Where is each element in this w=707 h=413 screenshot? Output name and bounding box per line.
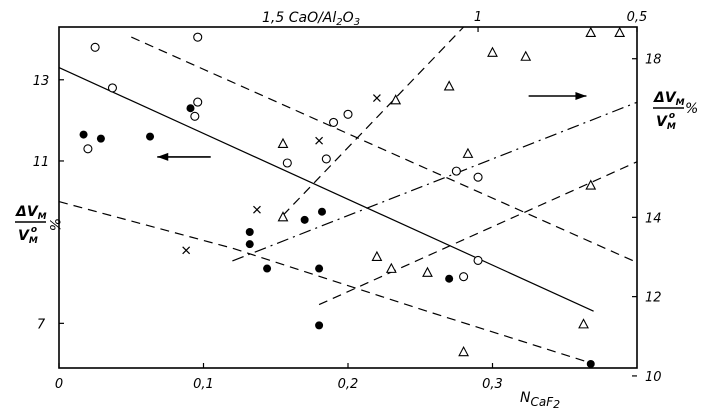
circle-open-point-13 (473, 255, 483, 265)
circle-open-point-5 (193, 32, 203, 42)
circle-filled-point-4 (245, 228, 254, 237)
triangle-point-0 (277, 137, 289, 149)
right-tick-label-3: 10 (645, 370, 662, 385)
circle-open-point-9 (343, 109, 353, 119)
triangle-point-10 (520, 50, 532, 61)
triangle-point-2 (371, 250, 383, 262)
x-tick-label-3: 0,3 (482, 377, 503, 392)
circle-filled-point-9 (317, 207, 326, 216)
arrow-left-head (157, 152, 169, 161)
circle-open-point-7 (321, 154, 331, 164)
tick-marks (58, 27, 638, 377)
circle-filled-point-3 (186, 104, 195, 113)
left-tick-label-1: 11 (33, 155, 50, 170)
svg-text:ΔVM: ΔVM (653, 90, 685, 108)
circle-filled-point-1 (96, 134, 105, 143)
triangle-point-7 (458, 345, 470, 357)
triangle-point-4 (390, 94, 402, 105)
circle-open-point-1 (90, 42, 100, 52)
trend-lines (58, 26, 638, 365)
circle-filled-point-0 (79, 130, 88, 139)
triangle-point-5 (422, 266, 433, 277)
trend-line-dash-3 (282, 26, 465, 216)
triangle-point-14 (614, 26, 626, 37)
circle-filled-point-6 (263, 264, 272, 273)
tick-labels: 0 0,1 0,2 0,3 1 0,5 13 11 7 18 14 12 10 (33, 10, 662, 392)
cross-point-2 (315, 136, 324, 145)
svg-text:VMo: VMo (656, 111, 676, 132)
circle-filled-point-7 (300, 215, 309, 224)
cross-point-0 (182, 246, 191, 255)
circle-open-point-2 (107, 83, 118, 93)
circle-open-point-12 (459, 272, 469, 282)
axis-arrows (157, 92, 587, 161)
trend-line-solid-0 (58, 67, 594, 312)
top-tick-label-1: 0,5 (627, 10, 648, 25)
svg-text:%: % (685, 101, 698, 117)
circle-open-point-11 (473, 172, 483, 182)
trend-line-dash-2 (131, 36, 638, 264)
circle-open-point-8 (328, 117, 339, 127)
triangle-point-11 (578, 318, 589, 329)
circle-filled-point-2 (146, 132, 155, 141)
x-tick-label-2: 0,2 (338, 377, 359, 392)
right-tick-label-1: 14 (645, 211, 662, 226)
left-tick-label-2: 7 (37, 317, 46, 332)
top-axis-label: 1,5 CaO/Al2O3 (262, 10, 360, 28)
triangle-point-9 (487, 46, 498, 57)
trend-line-dash-1 (58, 201, 594, 365)
circle-filled-point-8 (315, 264, 324, 273)
svg-text:VMo: VMo (18, 225, 38, 246)
right-tick-label-2: 12 (645, 291, 662, 306)
circle-open-point-0 (83, 144, 93, 154)
circle-open-point-10 (451, 166, 461, 176)
triangle-point-1 (277, 211, 289, 222)
cross-point-1 (253, 205, 261, 214)
circle-filled-point-10 (315, 321, 324, 330)
svg-text:ΔVM: ΔVM (15, 204, 47, 222)
right-tick-label-0: 18 (645, 53, 662, 68)
top-tick-label-0: 1 (474, 10, 482, 25)
x-axis-label: NCaF2 (520, 390, 560, 411)
x-tick-label-1: 0,1 (193, 377, 214, 392)
circle-open-point-3 (190, 111, 200, 121)
cross-point-3 (372, 94, 381, 102)
trend-line-dashdot-5 (232, 101, 638, 262)
circle-open-point-6 (282, 158, 292, 168)
plot-frame (58, 26, 638, 369)
svg-text:%: % (46, 218, 62, 231)
left-axis-label: ΔVM VMo % (15, 204, 62, 246)
x-tick-label-0: 0 (55, 377, 63, 392)
triangle-point-12 (585, 26, 597, 37)
triangle-point-6 (443, 80, 455, 91)
circle-filled-point-12 (586, 359, 595, 368)
left-tick-label-0: 13 (33, 74, 50, 89)
trend-line-dash-4 (318, 161, 638, 306)
circle-open-point-4 (193, 97, 203, 107)
circle-filled-point-5 (245, 240, 254, 249)
data-points (79, 26, 626, 368)
arrow-right-head (575, 92, 587, 101)
triangle-point-3 (385, 262, 397, 273)
right-axis-label: ΔVM VMo % (653, 90, 698, 132)
triangle-point-8 (462, 147, 474, 158)
triangle-point-13 (585, 179, 597, 190)
circle-filled-point-11 (445, 274, 454, 283)
